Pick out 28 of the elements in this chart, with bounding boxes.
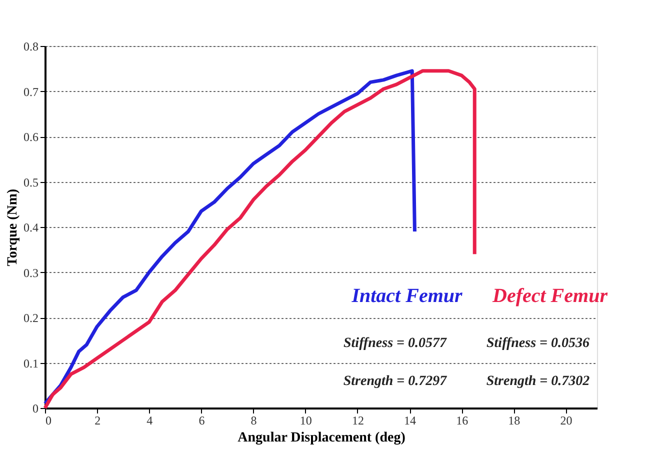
x-tick-label: 14: [404, 414, 416, 428]
y-tick-label: 0.8: [24, 40, 38, 54]
x-tick-label: 2: [94, 414, 101, 428]
x-tick-label: 10: [300, 414, 312, 428]
series-label: Defect Femur: [492, 285, 608, 307]
y-tick-label: 0: [32, 402, 38, 416]
y-tick-label: 0.7: [24, 84, 38, 99]
annotation: Strength = 0.7302: [486, 374, 590, 389]
x-tick-label: 18: [508, 414, 520, 428]
x-axis-title: Angular Displacement (deg): [238, 430, 406, 446]
y-tick-label: 0.4: [24, 220, 38, 234]
y-tick-label: 0.6: [24, 130, 38, 144]
annotation: Strength = 0.7297: [343, 374, 448, 389]
y-tick-label: 0.5: [24, 175, 38, 190]
x-tick-label: 20: [560, 414, 572, 428]
y-tick-label: 0.1: [24, 356, 38, 370]
x-tick-label: 4: [146, 414, 153, 428]
x-tick-label: 6: [198, 414, 205, 428]
y-tick-label: 0.3: [24, 266, 38, 280]
annotation: Stiffness = 0.0536: [486, 336, 590, 351]
annotation: Stiffness = 0.0577: [343, 336, 448, 351]
x-tick-label: 12: [352, 414, 364, 428]
x-tick-label: 16: [456, 414, 468, 428]
y-tick-label: 0.2: [24, 311, 38, 325]
text: Intact Femur: [350, 285, 463, 307]
y-axis-title: Torque (Nm): [6, 188, 20, 266]
x-tick-label: 8: [250, 414, 257, 428]
x-tick-label: 0: [46, 414, 52, 428]
